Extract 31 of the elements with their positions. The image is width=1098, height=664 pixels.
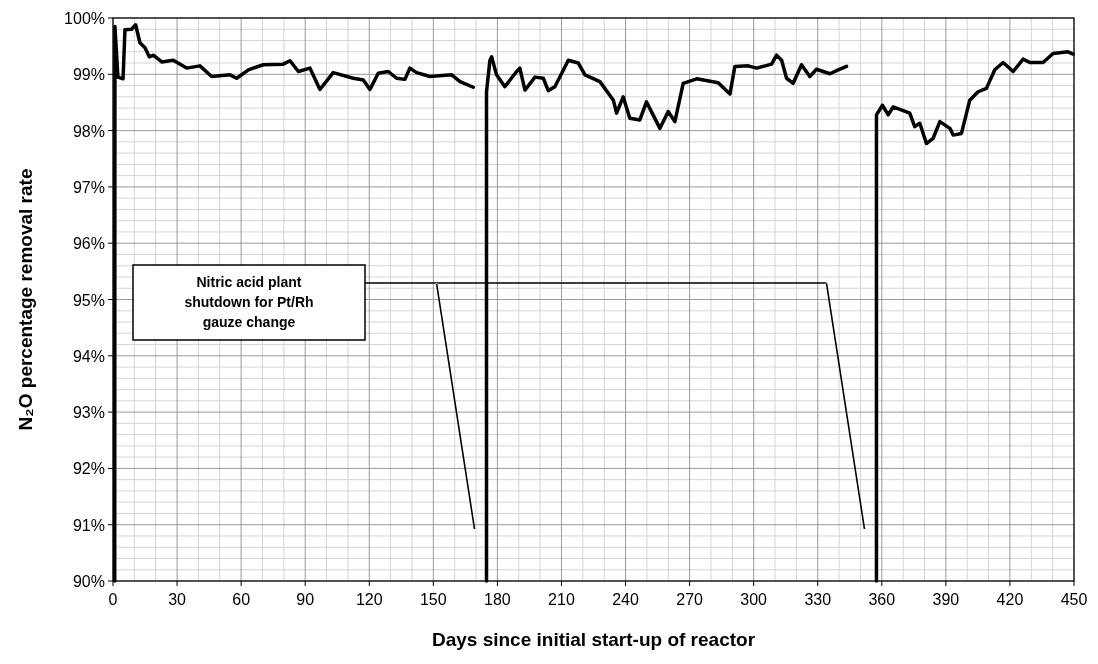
y-tick-label: 98% bbox=[72, 122, 105, 140]
x-tick-label: 30 bbox=[168, 591, 187, 608]
x-tick-label: 240 bbox=[612, 591, 639, 608]
y-tick-label: 95% bbox=[72, 291, 105, 309]
callout: Nitric acid plant shutdown for Pt/Rh gauze change bbox=[132, 264, 866, 529]
x-axis-title: Days since initial start-up of reactor bbox=[431, 629, 756, 650]
y-tick-label: 99% bbox=[72, 66, 105, 84]
x-tick-label: 180 bbox=[484, 591, 511, 608]
x-tick-label: 300 bbox=[740, 591, 768, 608]
x-tick-label: 360 bbox=[868, 591, 896, 608]
y-tick-label: 93% bbox=[72, 404, 105, 422]
y-tick-label: 94% bbox=[72, 347, 105, 365]
y-tick-label: 92% bbox=[72, 460, 105, 478]
x-tick-label: 330 bbox=[804, 591, 832, 608]
x-tick-label: 420 bbox=[996, 591, 1024, 608]
y-tick-label: 97% bbox=[72, 178, 105, 196]
x-tick-label: 210 bbox=[548, 591, 575, 608]
y-tick-label: 90% bbox=[72, 573, 105, 590]
x-tick-label: 150 bbox=[419, 591, 447, 608]
x-tick-label: 60 bbox=[232, 591, 251, 608]
x-tick-label: 0 bbox=[108, 591, 118, 608]
y-axis-title: N₂O percentage removal rate bbox=[15, 168, 36, 431]
y-tick-label: 91% bbox=[72, 516, 105, 534]
annotation: Nitric acid plant shutdown for Pt/Rh gauze change bbox=[184, 274, 314, 330]
x-tick-label: 120 bbox=[355, 591, 383, 608]
y-tick-label: 100% bbox=[64, 10, 105, 27]
x-tick-label: 270 bbox=[676, 591, 704, 608]
x-tick-label: 450 bbox=[1060, 591, 1088, 608]
x-tick-label: 390 bbox=[932, 591, 960, 608]
y-tick-label: 96% bbox=[72, 235, 105, 253]
x-tick-label: 90 bbox=[296, 591, 315, 608]
